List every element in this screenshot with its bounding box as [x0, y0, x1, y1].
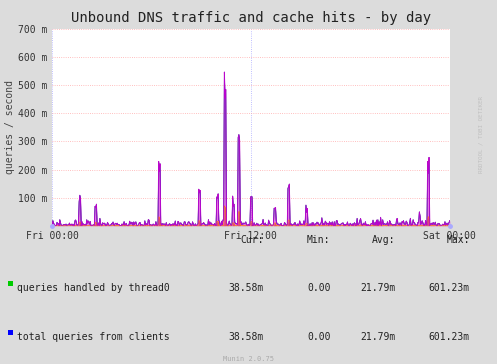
Text: 0.00: 0.00: [307, 332, 331, 342]
Text: 601.23m: 601.23m: [428, 283, 470, 293]
Title: Unbound DNS traffic and cache hits - by day: Unbound DNS traffic and cache hits - by …: [71, 11, 431, 25]
Text: 38.58m: 38.58m: [228, 332, 263, 342]
Text: Min:: Min:: [307, 235, 331, 245]
Text: 0.00: 0.00: [307, 283, 331, 293]
Text: Avg:: Avg:: [372, 235, 395, 245]
Text: Cur:: Cur:: [240, 235, 263, 245]
Text: Max:: Max:: [446, 235, 470, 245]
Text: total queries from clients: total queries from clients: [17, 332, 170, 342]
Text: queries handled by thread0: queries handled by thread0: [17, 283, 170, 293]
Text: 21.79m: 21.79m: [360, 332, 395, 342]
Text: 21.79m: 21.79m: [360, 283, 395, 293]
Text: Munin 2.0.75: Munin 2.0.75: [223, 356, 274, 362]
Text: RRDTOOL / TOBI OETIKER: RRDTOOL / TOBI OETIKER: [479, 96, 484, 173]
Text: 601.23m: 601.23m: [428, 332, 470, 342]
Y-axis label: queries / second: queries / second: [5, 80, 15, 174]
Text: 38.58m: 38.58m: [228, 283, 263, 293]
